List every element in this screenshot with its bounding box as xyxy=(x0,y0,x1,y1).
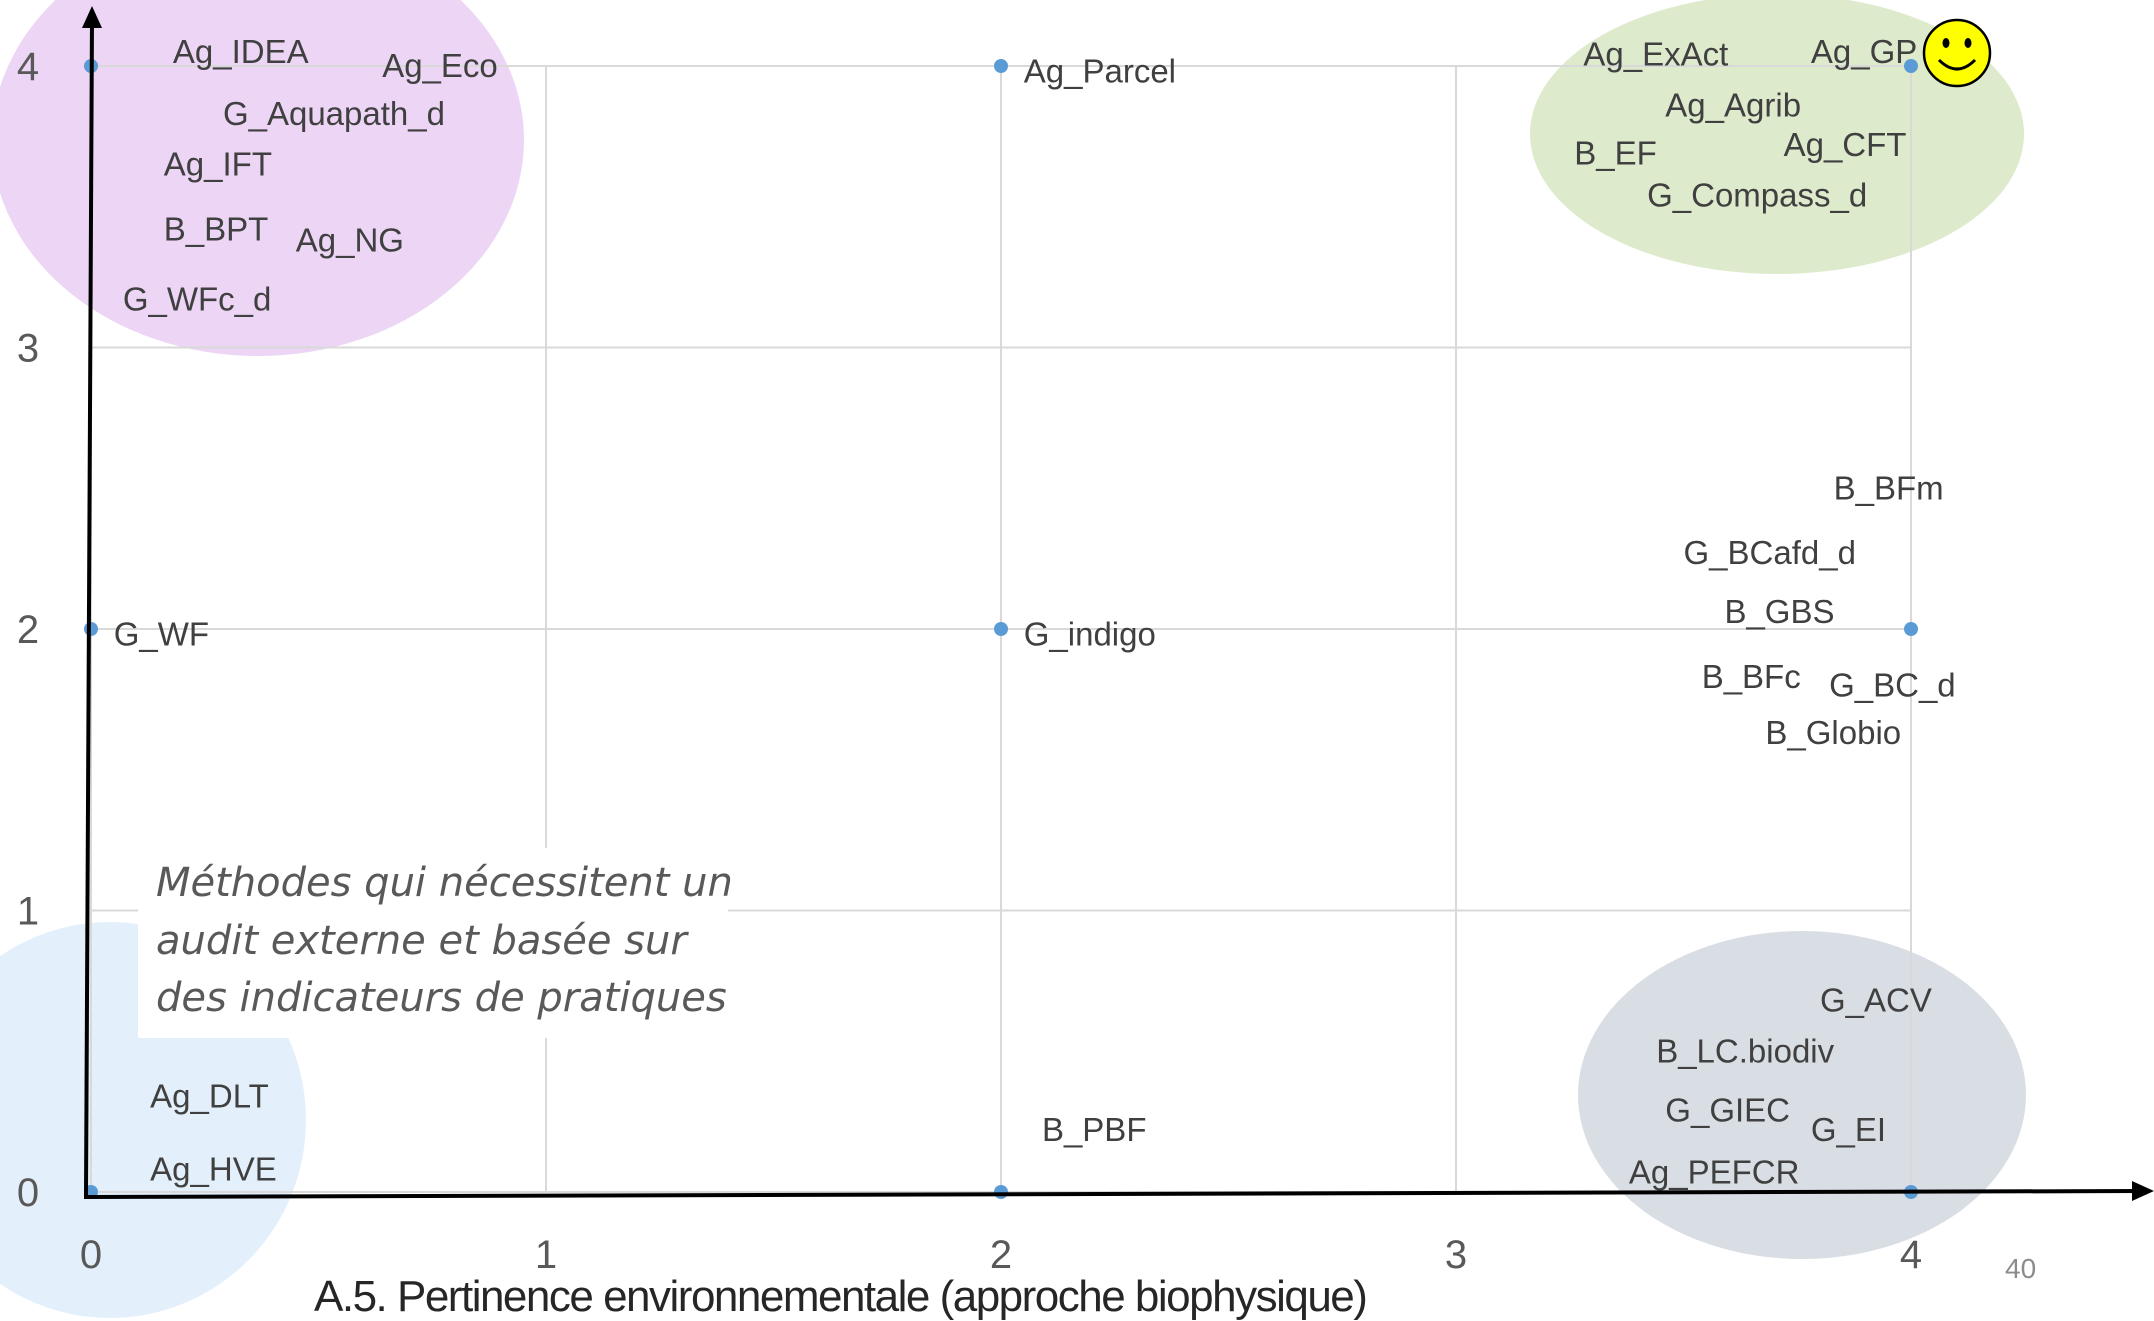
annotation-box xyxy=(138,848,728,1038)
group-ellipse-top-right xyxy=(1530,0,2024,274)
data-label: Ag_CFT xyxy=(1784,126,1907,163)
data-label: B_PBF xyxy=(1042,1111,1147,1148)
smiley-face-icon xyxy=(1922,18,1992,88)
data-point-3 xyxy=(84,622,98,636)
data-point-1 xyxy=(994,59,1008,73)
data-label: G_Compass_d xyxy=(1647,176,1867,213)
x-tick-label: 0 xyxy=(80,1233,102,1277)
data-label: Ag_IFT xyxy=(164,146,272,183)
annotation-line-2: audit externe et basée sur xyxy=(156,918,689,964)
x-tick-labels: 0 1 2 3 4 xyxy=(80,1233,1922,1277)
x-axis-title: A.5. Pertinence environnementale (approc… xyxy=(314,1272,1366,1321)
data-labels: Ag_IDEA Ag_Eco G_Aquapath_d Ag_IFT B_BPT Ag_N… xyxy=(114,33,1956,1190)
data-label: G_BC_d xyxy=(1829,666,1956,703)
annotation-line-1: Méthodes qui nécessitent un xyxy=(156,860,733,906)
data-point-2 xyxy=(1904,59,1918,73)
data-point-4 xyxy=(994,622,1008,636)
data-label: G_GIEC xyxy=(1665,1091,1790,1128)
data-point-7 xyxy=(994,1185,1008,1199)
x-axis-line xyxy=(83,1189,2141,1199)
data-label: Ag_Eco xyxy=(382,47,498,84)
data-label: Ag_Parcel xyxy=(1024,53,1176,90)
annotation-line-3: des indicateurs de pratiques xyxy=(156,975,727,1021)
x-tick-label: 1 xyxy=(535,1233,557,1277)
data-label: G_EI xyxy=(1811,1111,1886,1148)
data-label: G_Aquapath_d xyxy=(223,95,445,132)
y-tick-label: 2 xyxy=(17,608,39,652)
data-label: Ag_ExAct xyxy=(1583,36,1728,73)
y-axis-line xyxy=(84,17,94,1196)
data-label: B_BFm xyxy=(1834,469,1944,506)
data-label: B_EF xyxy=(1574,134,1657,171)
data-label: Ag_Agrib xyxy=(1665,86,1801,123)
x-tick-label: 2 xyxy=(990,1233,1012,1277)
data-label: Ag_DLT xyxy=(150,1077,269,1114)
data-label: G_indigo xyxy=(1024,616,1156,653)
y-tick-label: 1 xyxy=(17,890,39,934)
data-label: G_WFc_d xyxy=(123,281,272,318)
data-label: G_BCafd_d xyxy=(1684,534,1856,571)
data-label: B_Globio xyxy=(1765,714,1901,751)
y-tick-label: 3 xyxy=(17,327,39,371)
data-label: Ag_HVE xyxy=(150,1150,277,1187)
x-axis-arrow xyxy=(2132,1181,2154,1201)
data-label: B_GBS xyxy=(1724,593,1834,630)
data-point-5 xyxy=(1904,622,1918,636)
data-label: G_ACV xyxy=(1820,982,1932,1019)
data-label: B_LC.biodiv xyxy=(1656,1032,1834,1069)
x-tick-label: 4 xyxy=(1900,1233,1922,1277)
data-label: B_BPT xyxy=(164,210,269,247)
group-ellipse-top-left xyxy=(0,0,524,356)
y-tick-labels: 0 1 2 3 4 xyxy=(17,45,39,1215)
data-label: G_WF xyxy=(114,616,209,653)
group-ellipse-bottom-right xyxy=(1578,931,2026,1259)
data-label: Ag_GP xyxy=(1811,33,1917,70)
data-label: Ag_PEFCR xyxy=(1629,1153,1800,1190)
data-label: B_BFc xyxy=(1702,658,1801,695)
page-number: 40 xyxy=(2005,1253,2036,1284)
y-tick-label: 4 xyxy=(17,45,39,89)
y-axis-arrow xyxy=(82,6,102,28)
data-label: Ag_IDEA xyxy=(173,33,309,70)
y-tick-label: 0 xyxy=(17,1171,39,1215)
data-label: Ag_NG xyxy=(296,222,404,259)
x-tick-label: 3 xyxy=(1445,1233,1467,1277)
